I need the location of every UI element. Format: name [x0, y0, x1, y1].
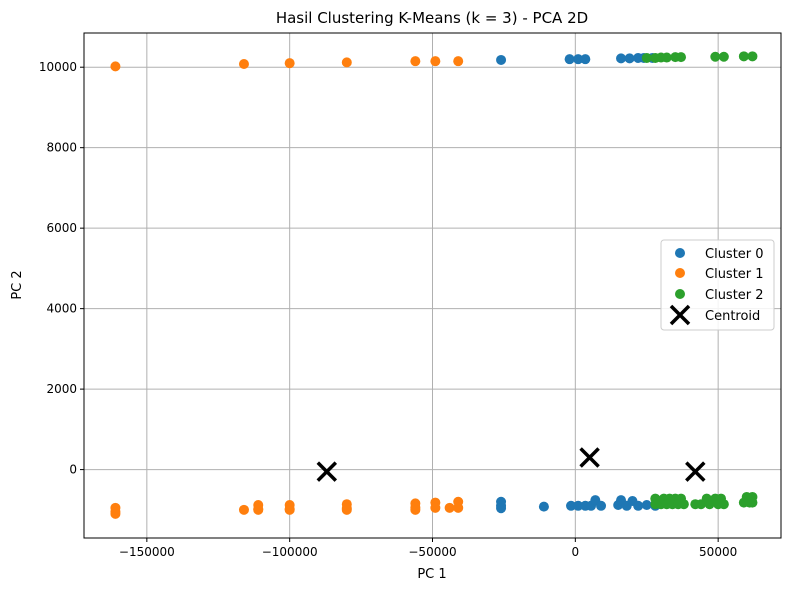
x-tick-label: −100000 — [262, 545, 318, 559]
y-axis-label: PC 2 — [10, 270, 25, 299]
series-cluster-1 — [110, 56, 464, 519]
data-point — [284, 504, 295, 515]
data-point — [718, 499, 729, 510]
data-point — [747, 497, 758, 508]
data-point — [573, 500, 584, 511]
legend-marker-cluster-0 — [675, 248, 685, 258]
data-point — [430, 502, 441, 513]
data-point — [573, 54, 584, 65]
data-point — [410, 504, 421, 515]
legend-marker-cluster-2 — [675, 289, 685, 299]
data-point — [661, 52, 672, 63]
centroid-marker — [579, 447, 600, 468]
chart-title: Hasil Clustering K-Means (k = 3) - PCA 2… — [276, 9, 588, 27]
series-cluster-0 — [496, 52, 661, 514]
data-point — [410, 56, 421, 67]
x-axis-ticks: −150000 −100000 −50000 0 50000 — [119, 538, 737, 559]
legend: Cluster 0 Cluster 1 Cluster 2 Centroid — [660, 239, 775, 331]
centroid-markers — [316, 447, 706, 482]
legend-label-cluster-1: Cluster 1 — [705, 267, 764, 282]
data-point — [341, 57, 352, 68]
data-point — [678, 499, 689, 510]
y-tick-label: 6000 — [46, 221, 77, 235]
data-point — [253, 504, 264, 515]
legend-marker-cluster-1 — [675, 268, 685, 278]
data-point — [616, 53, 627, 64]
data-point — [110, 61, 121, 72]
legend-label-cluster-2: Cluster 2 — [705, 288, 764, 303]
x-tick-label: 0 — [572, 545, 580, 559]
data-point — [444, 502, 455, 513]
data-point — [624, 53, 635, 64]
x-tick-label: −150000 — [119, 545, 175, 559]
data-point — [738, 51, 749, 62]
legend-label-centroid: Centroid — [705, 309, 760, 324]
data-point — [596, 500, 607, 511]
y-tick-label: 0 — [69, 463, 77, 477]
data-point — [453, 502, 464, 513]
data-point — [747, 51, 758, 62]
y-tick-label: 4000 — [46, 302, 77, 316]
data-point — [496, 503, 507, 514]
x-axis-label: PC 1 — [417, 567, 446, 582]
data-points — [110, 51, 758, 519]
data-point — [580, 54, 591, 65]
data-point — [453, 56, 464, 67]
data-point — [718, 51, 729, 62]
data-point — [641, 500, 652, 511]
data-point — [238, 58, 249, 69]
data-point — [710, 51, 721, 62]
series-cluster-2 — [641, 51, 758, 510]
centroid-marker — [685, 461, 706, 482]
y-tick-label: 2000 — [46, 382, 77, 396]
centroid-marker — [316, 461, 338, 482]
data-point — [564, 54, 575, 65]
data-point — [676, 52, 687, 63]
y-axis-ticks: 0 2000 4000 6000 8000 10000 — [39, 60, 84, 477]
legend-marker-centroid — [669, 304, 691, 326]
x-tick-label: 50000 — [699, 545, 737, 559]
data-point — [566, 500, 577, 511]
x-tick-label: −50000 — [408, 545, 456, 559]
data-point — [633, 500, 644, 511]
y-tick-label: 10000 — [39, 60, 77, 74]
data-point — [430, 56, 441, 67]
data-point — [238, 504, 249, 515]
data-point — [496, 54, 507, 65]
data-point — [110, 508, 121, 519]
data-point — [538, 501, 549, 512]
legend-label-cluster-0: Cluster 0 — [705, 247, 764, 262]
data-point — [641, 52, 652, 63]
data-point — [284, 58, 295, 69]
data-point — [341, 504, 352, 515]
y-tick-label: 8000 — [46, 141, 77, 155]
